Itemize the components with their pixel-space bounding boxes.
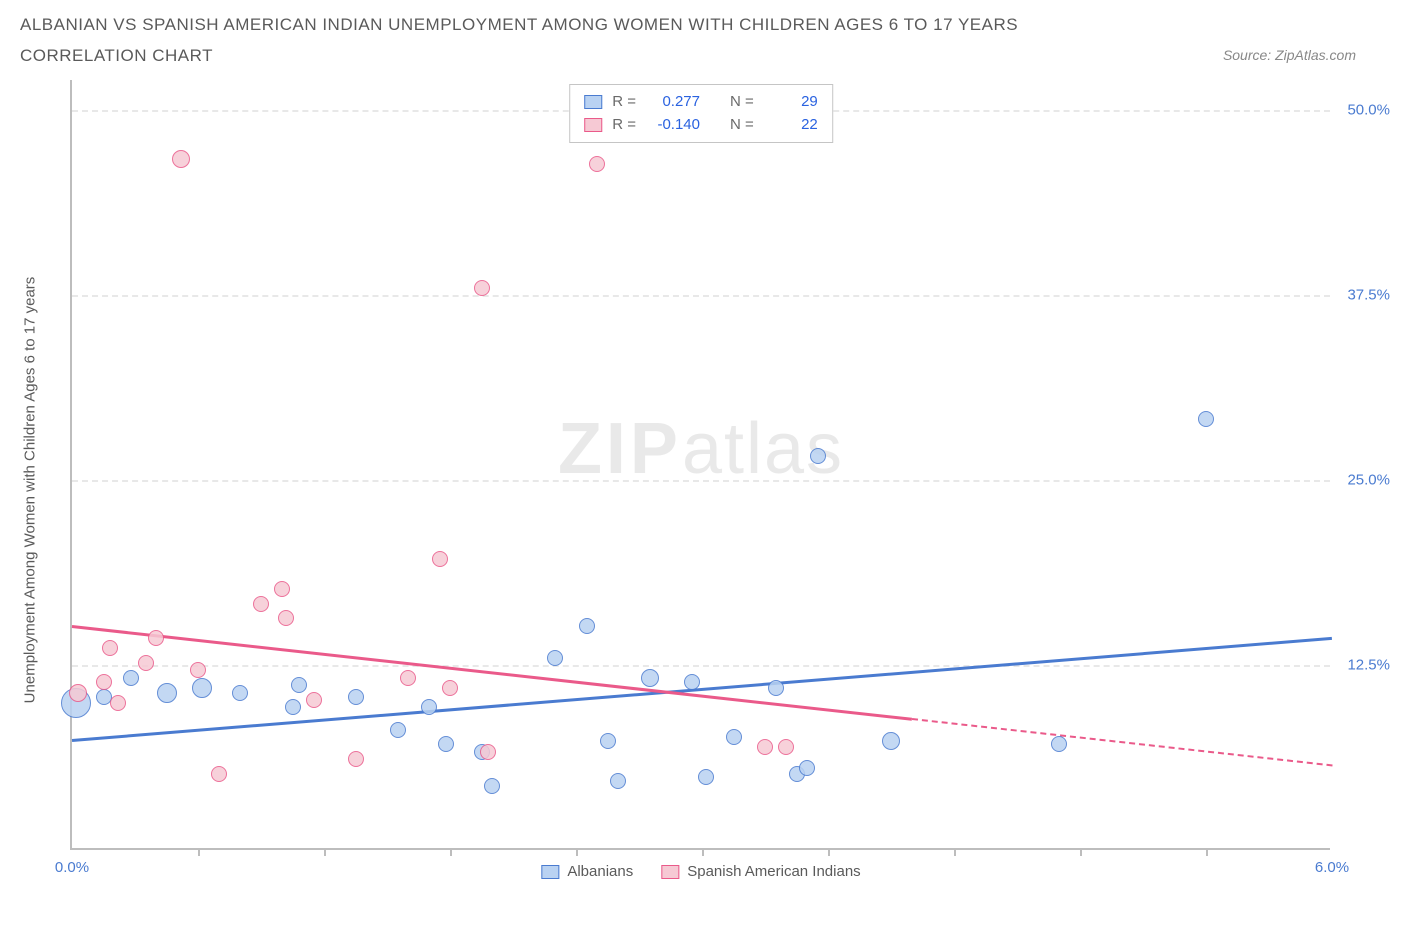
source-label: Source: ZipAtlas.com xyxy=(1223,47,1386,71)
data-point xyxy=(253,596,269,612)
x-tick xyxy=(702,848,704,856)
legend-swatch xyxy=(541,865,559,879)
trend-line xyxy=(912,718,1332,767)
stats-legend: R = 0.277 N = 29 R = -0.140 N = 22 xyxy=(569,84,833,143)
series-label: Albanians xyxy=(567,863,633,880)
watermark: ZIPatlas xyxy=(558,408,844,490)
data-point xyxy=(480,744,496,760)
x-tick xyxy=(954,848,956,856)
data-point xyxy=(190,662,206,678)
data-point xyxy=(757,739,773,755)
watermark-zip: ZIP xyxy=(558,409,682,489)
data-point xyxy=(285,699,301,715)
trend-line xyxy=(72,637,1332,742)
data-point xyxy=(96,689,112,705)
data-point xyxy=(547,650,563,666)
data-point xyxy=(684,674,700,690)
data-point xyxy=(432,551,448,567)
data-point xyxy=(438,736,454,752)
r-label: R = xyxy=(612,114,636,137)
data-point xyxy=(291,677,307,693)
n-value: 22 xyxy=(764,114,818,137)
data-point xyxy=(589,156,605,172)
legend-swatch xyxy=(661,865,679,879)
x-min-label: 0.0% xyxy=(55,859,89,876)
series-label: Spanish American Indians xyxy=(687,863,860,880)
data-point xyxy=(348,689,364,705)
y-tick-label: 37.5% xyxy=(1347,286,1390,303)
data-point xyxy=(148,630,164,646)
data-point xyxy=(211,766,227,782)
y-tick-label: 50.0% xyxy=(1347,101,1390,118)
n-value: 29 xyxy=(764,91,818,114)
data-point xyxy=(138,655,154,671)
data-point xyxy=(768,680,784,696)
data-point xyxy=(1051,736,1067,752)
data-point xyxy=(102,640,118,656)
data-point xyxy=(390,722,406,738)
data-point xyxy=(96,674,112,690)
x-tick xyxy=(828,848,830,856)
data-point xyxy=(474,280,490,296)
y-tick-label: 12.5% xyxy=(1347,656,1390,673)
series-legend-item: Spanish American Indians xyxy=(661,863,860,880)
data-point xyxy=(348,751,364,767)
header-row: ALBANIAN VS SPANISH AMERICAN INDIAN UNEM… xyxy=(0,0,1406,71)
x-tick xyxy=(198,848,200,856)
data-point xyxy=(882,732,900,750)
legend-swatch xyxy=(584,95,602,109)
data-point xyxy=(641,669,659,687)
data-point xyxy=(778,739,794,755)
x-tick xyxy=(576,848,578,856)
data-point xyxy=(192,678,212,698)
data-point xyxy=(306,692,322,708)
data-point xyxy=(421,699,437,715)
data-point xyxy=(69,684,87,702)
n-label: N = xyxy=(730,114,754,137)
r-value: 0.277 xyxy=(646,91,700,114)
data-point xyxy=(579,618,595,634)
data-point xyxy=(810,448,826,464)
data-point xyxy=(484,778,500,794)
plot-area: ZIPatlas R =0.277N =29R =-0.140N =22 Alb… xyxy=(70,80,1330,850)
x-tick xyxy=(324,848,326,856)
data-point xyxy=(274,581,290,597)
data-point xyxy=(157,683,177,703)
chart-container: Unemployment Among Women with Children A… xyxy=(20,80,1386,900)
gridline xyxy=(72,665,1330,667)
data-point xyxy=(1198,411,1214,427)
stats-legend-row: R = 0.277 N = 29 xyxy=(584,91,818,114)
x-tick xyxy=(450,848,452,856)
y-axis-label: Unemployment Among Women with Children A… xyxy=(22,240,39,740)
data-point xyxy=(400,670,416,686)
data-point xyxy=(799,760,815,776)
gridline xyxy=(72,480,1330,482)
series-legend-item: Albanians xyxy=(541,863,633,880)
data-point xyxy=(698,769,714,785)
chart-title: ALBANIAN VS SPANISH AMERICAN INDIAN UNEM… xyxy=(20,10,1120,71)
data-point xyxy=(600,733,616,749)
x-tick xyxy=(1080,848,1082,856)
data-point xyxy=(442,680,458,696)
x-tick xyxy=(1206,848,1208,856)
n-label: N = xyxy=(730,91,754,114)
y-tick-label: 25.0% xyxy=(1347,471,1390,488)
data-point xyxy=(726,729,742,745)
stats-legend-row: R = -0.140 N = 22 xyxy=(584,114,818,137)
data-point xyxy=(110,695,126,711)
data-point xyxy=(232,685,248,701)
series-legend: Albanians Spanish American Indians xyxy=(541,863,860,880)
gridline xyxy=(72,295,1330,297)
legend-swatch xyxy=(584,118,602,132)
data-point xyxy=(278,610,294,626)
data-point xyxy=(172,150,190,168)
data-point xyxy=(123,670,139,686)
data-point xyxy=(610,773,626,789)
x-max-label: 6.0% xyxy=(1315,859,1349,876)
r-value: -0.140 xyxy=(646,114,700,137)
r-label: R = xyxy=(612,91,636,114)
